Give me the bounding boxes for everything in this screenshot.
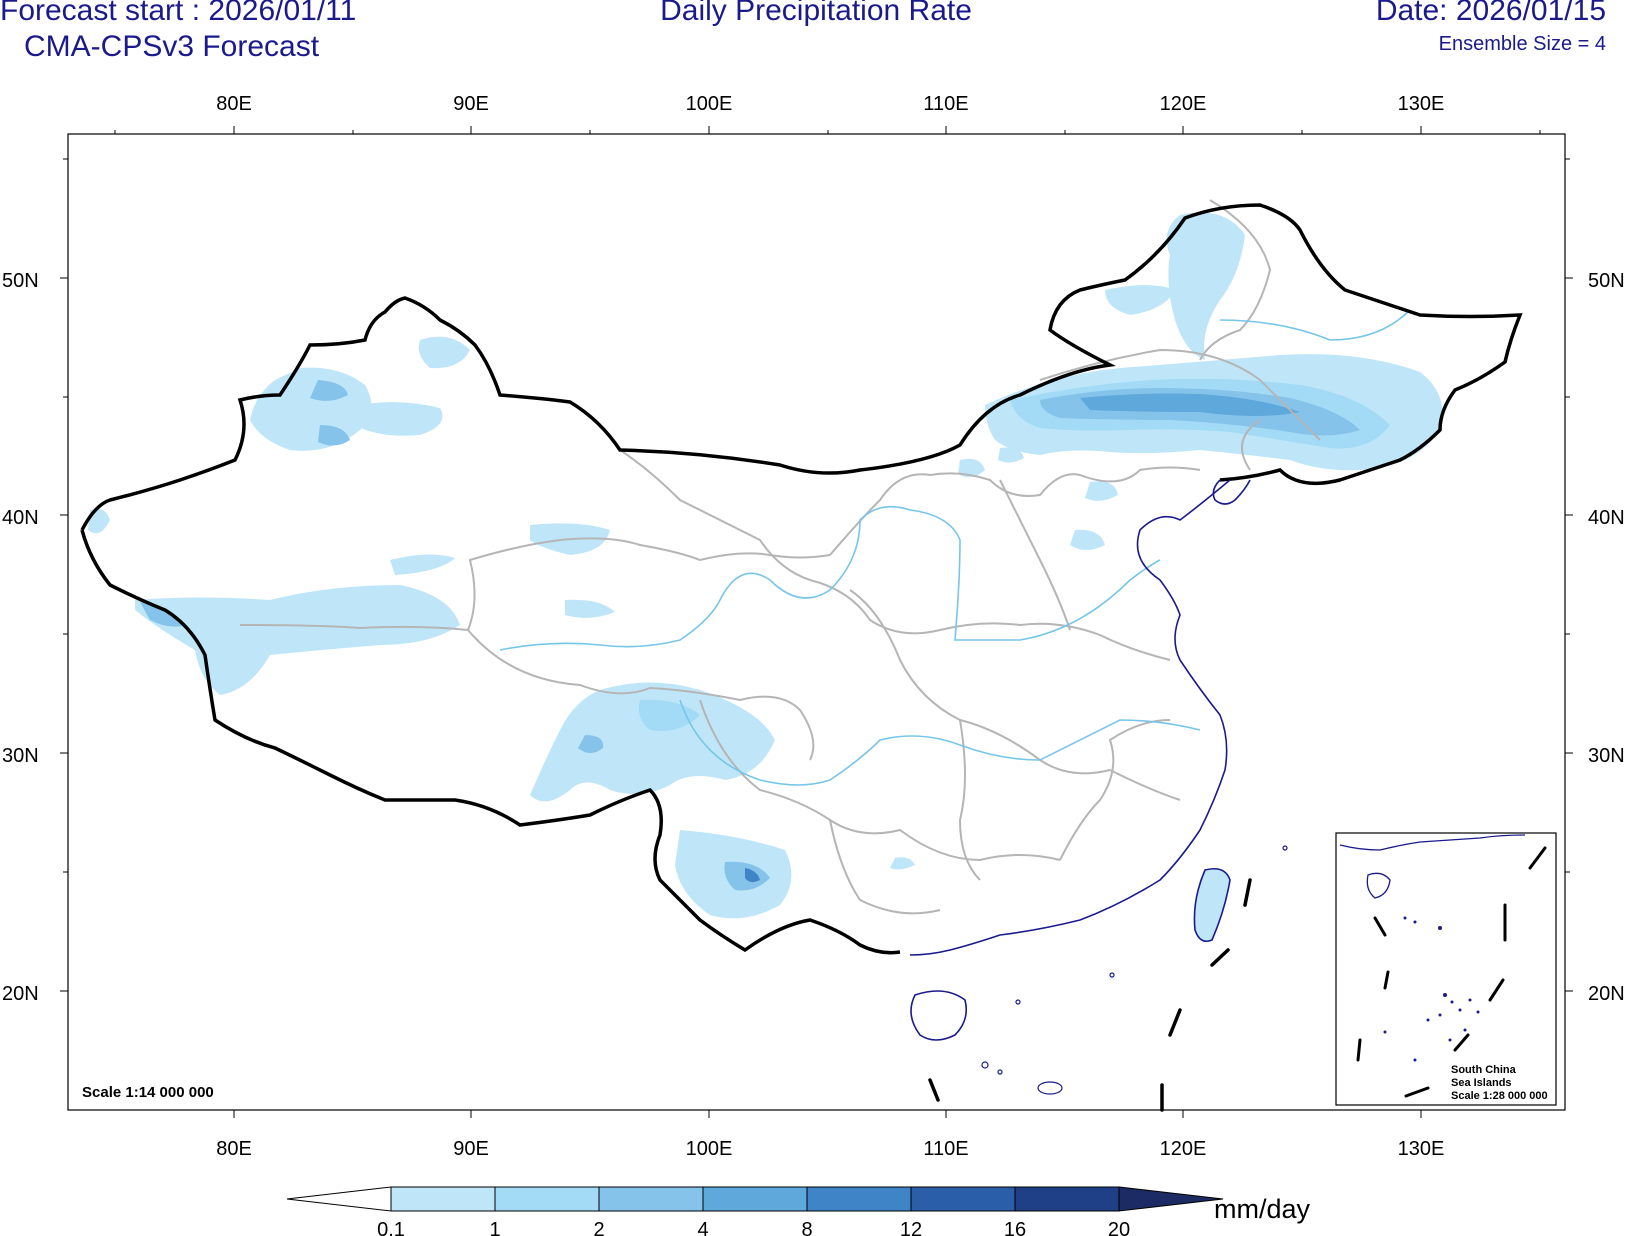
lon-labels-bottom: 80E 90E 100E 110E 120E 130E (216, 1138, 1444, 1160)
model-label: CMA-CPSv3 Forecast (24, 30, 320, 63)
colorbar-bin (390, 1186, 496, 1212)
colorbar-level-label: 16 (1004, 1219, 1026, 1236)
china-national-border (80, 203, 1523, 531)
lon-label-top: 120E (1160, 93, 1207, 115)
lon-label-top: 80E (216, 93, 252, 115)
colorbar-level-label: 0.1 (377, 1219, 405, 1236)
islands (981, 845, 1288, 1095)
lon-label-bottom: 130E (1398, 1138, 1445, 1160)
lat-label-right: 50N (1588, 270, 1625, 292)
coastline (1212, 479, 1251, 505)
lat-label-left: 20N (2, 983, 39, 1005)
precip-area (1085, 481, 1118, 501)
inset-dash-line (1356, 846, 1547, 1098)
precip-area (565, 599, 615, 618)
precip-shading (88, 212, 1443, 919)
coastline (909, 479, 1231, 956)
map-scale-label: Scale 1:14 000 000 (82, 1084, 214, 1101)
colorbar-level-label: 20 (1108, 1219, 1130, 1236)
precip-area (1080, 393, 1300, 416)
lon-label-bottom: 110E (923, 1138, 968, 1160)
lon-label-top: 100E (686, 93, 733, 115)
lon-label-top: 90E (453, 93, 489, 115)
lat-labels-right: 50N 40N 30N 20N (1588, 270, 1625, 1005)
lat-label-left: 30N (2, 745, 39, 767)
inset-frame (1335, 832, 1557, 1106)
colorbar-bin (806, 1186, 912, 1212)
lon-label-bottom: 120E (1160, 1138, 1207, 1160)
inset-islands (1383, 916, 1480, 1062)
colorbar-bin (494, 1186, 600, 1212)
lat-label-left: 40N (2, 507, 39, 529)
colorbar-level-label: 12 (900, 1219, 922, 1236)
lon-label-top: 130E (1398, 93, 1445, 115)
lon-label-top: 110E (923, 93, 968, 115)
inset-coastline (1339, 834, 1526, 851)
lat-label-right: 30N (1588, 745, 1625, 767)
colorbar-bin (910, 1186, 1016, 1212)
inset-title-line2: Sea Islands (1451, 1077, 1512, 1089)
precip-area (958, 458, 985, 478)
south-china-sea-inset: South China Sea Islands Scale 1:28 000 0… (1335, 832, 1557, 1106)
colorbar-level-label: 4 (697, 1219, 708, 1236)
precip-area (390, 554, 455, 575)
precip-area (745, 868, 760, 883)
precip-area (890, 857, 915, 870)
precip-area (1166, 212, 1245, 360)
ensemble-size-label: Ensemble Size = 4 (1438, 33, 1606, 55)
precip-area (250, 367, 372, 451)
inset-hainan (1366, 872, 1391, 899)
inset-title-line1: South China (1451, 1064, 1517, 1076)
hainan-island (910, 990, 968, 1041)
map-title: Daily Precipitation Rate (660, 0, 972, 27)
precip-area (638, 699, 700, 731)
axis-ticks (60, 126, 1573, 1118)
precip-area (530, 682, 775, 802)
precip-area (1105, 285, 1175, 315)
colorbar-low-triangle (286, 1186, 392, 1212)
colorbar-bin (702, 1186, 808, 1212)
precip-area (1070, 529, 1105, 550)
province-borders (239, 199, 1321, 915)
valid-date-label: Date: 2026/01/15 (1375, 0, 1606, 27)
lat-label-right: 40N (1588, 507, 1625, 529)
precip-area (310, 380, 348, 401)
dash-line (928, 878, 1252, 1112)
precip-area (140, 602, 185, 627)
lon-labels-top: 80E 90E 100E 110E 120E 130E (216, 93, 1444, 115)
inset-scale-label: Scale 1:28 000 000 (1451, 1090, 1548, 1102)
lon-label-bottom: 80E (216, 1138, 252, 1160)
precip-area (135, 585, 460, 695)
lon-label-bottom: 100E (686, 1138, 733, 1160)
colorbar-level-label: 1 (489, 1219, 500, 1236)
colorbar-level-label: 2 (593, 1219, 604, 1236)
forecast-start-label: Forecast start : 2026/01/11 (0, 0, 357, 27)
colorbar-bin (598, 1186, 704, 1212)
colorbar-high-triangle (1118, 1186, 1224, 1212)
china-national-border (80, 529, 901, 955)
lon-label-bottom: 90E (453, 1138, 489, 1160)
precip-area (318, 425, 350, 446)
lat-labels-left: 50N 40N 30N 20N (2, 270, 39, 1005)
lat-label-right: 20N (1588, 983, 1625, 1005)
precip-area (578, 735, 604, 753)
colorbar-units: mm/day (1214, 1194, 1311, 1224)
rivers (499, 309, 1411, 786)
lat-label-left: 50N (2, 270, 39, 292)
colorbar-level-label: 8 (801, 1219, 812, 1236)
precip-area (360, 402, 443, 436)
colorbar-bin (1014, 1186, 1120, 1212)
precip-area (998, 447, 1024, 463)
map-frame (67, 133, 1566, 1111)
precip-area (418, 336, 470, 369)
colorbar: 0.1 1 2 4 8 12 16 20 mm/day (286, 1186, 1311, 1236)
taiwan-island (1193, 867, 1231, 943)
